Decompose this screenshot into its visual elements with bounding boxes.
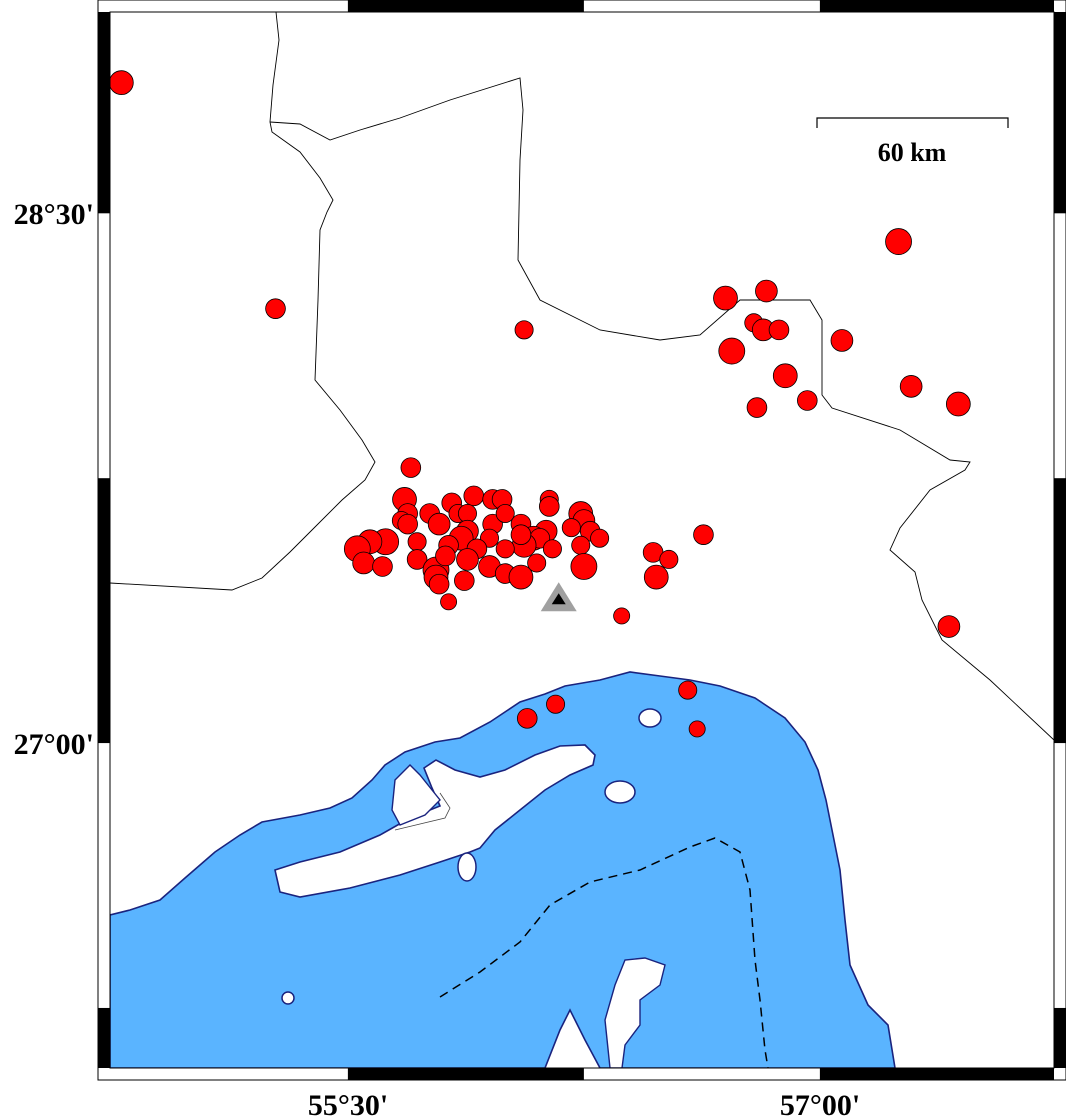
earthquake-event	[945, 391, 971, 417]
earthquake-event	[718, 337, 746, 365]
earthquake-event	[688, 720, 706, 738]
earthquake-event	[659, 549, 679, 569]
earthquake-event	[768, 319, 790, 341]
earthquake-event	[510, 524, 532, 545]
earthquake-event	[406, 549, 428, 570]
map-frame	[97, 0, 1066, 1081]
earthquake-event	[561, 518, 581, 538]
island	[457, 852, 477, 882]
earthquake-event	[508, 564, 534, 590]
earthquake-event	[797, 390, 818, 411]
earthquake-event	[427, 512, 451, 536]
earthquake-event	[570, 553, 598, 580]
earthquake-event	[693, 524, 714, 545]
earthquake-event	[516, 708, 538, 729]
earthquake-event	[643, 564, 669, 590]
earthquake-event	[590, 528, 610, 548]
sea-water	[110, 671, 896, 1068]
earthquake-event	[571, 535, 591, 555]
maritime-boundary	[439, 837, 769, 1068]
earthquake-event	[546, 694, 566, 714]
scale-bar: 60 km	[816, 117, 1009, 167]
frame-segment	[98, 1007, 110, 1068]
earthquake-event	[428, 573, 450, 595]
lat-label: 28°30'	[14, 198, 94, 231]
station-marker	[540, 582, 577, 612]
earthquake-event	[407, 532, 427, 552]
earthquake-event	[440, 593, 458, 611]
mangrove-outline	[394, 792, 451, 831]
island	[638, 708, 662, 728]
frame-segment	[98, 12, 110, 214]
earthquake-event	[613, 607, 631, 625]
earthquake-event	[899, 375, 923, 398]
province-border	[110, 12, 376, 591]
frame-segment	[1054, 1007, 1066, 1068]
earthquake-event	[830, 329, 854, 352]
earthquake-event	[538, 496, 560, 517]
province-border	[269, 77, 1054, 741]
frame-segment	[1054, 478, 1066, 744]
earthquake-event	[456, 548, 479, 571]
frame-segment	[819, 1068, 1054, 1080]
event-layer	[110, 70, 971, 738]
earthquake-event	[514, 320, 534, 340]
earthquake-event	[454, 570, 475, 591]
earthquake-event	[772, 363, 798, 389]
earthquake-event	[937, 615, 961, 638]
earthquake-event	[435, 545, 456, 567]
earthquake-event	[400, 457, 422, 478]
earthquake-event	[678, 680, 698, 700]
earthquake-event	[265, 298, 286, 319]
earthquake-event	[397, 513, 418, 535]
frame-segment	[1054, 12, 1066, 214]
lon-label: 57°00'	[780, 1089, 860, 1120]
frame-segment	[347, 1068, 584, 1080]
frame-segment	[347, 0, 584, 12]
earthquake-event	[746, 397, 768, 418]
mangrove-patch	[391, 764, 441, 826]
scale-bar-label: 60 km	[878, 138, 947, 167]
earthquake-event	[527, 553, 547, 573]
lat-label: 27°00'	[14, 728, 94, 761]
lon-label: 55°30'	[308, 1089, 388, 1120]
earthquake-event	[495, 504, 515, 524]
earthquake-event	[713, 285, 738, 311]
musandam-islands	[604, 957, 666, 1068]
earthquake-event	[755, 279, 778, 303]
island	[604, 780, 636, 804]
earthquake-event	[352, 551, 375, 575]
earthquake-event	[885, 228, 912, 255]
earthquake-event	[372, 556, 393, 577]
frame-segment	[819, 0, 1054, 12]
earthquake-event	[463, 485, 485, 507]
earthquake-event	[110, 70, 134, 95]
earthquake-event	[495, 539, 515, 559]
earthquake-event	[542, 539, 562, 559]
station-triangle-inner	[551, 593, 566, 605]
frame-segment	[98, 478, 110, 744]
island	[281, 991, 295, 1005]
